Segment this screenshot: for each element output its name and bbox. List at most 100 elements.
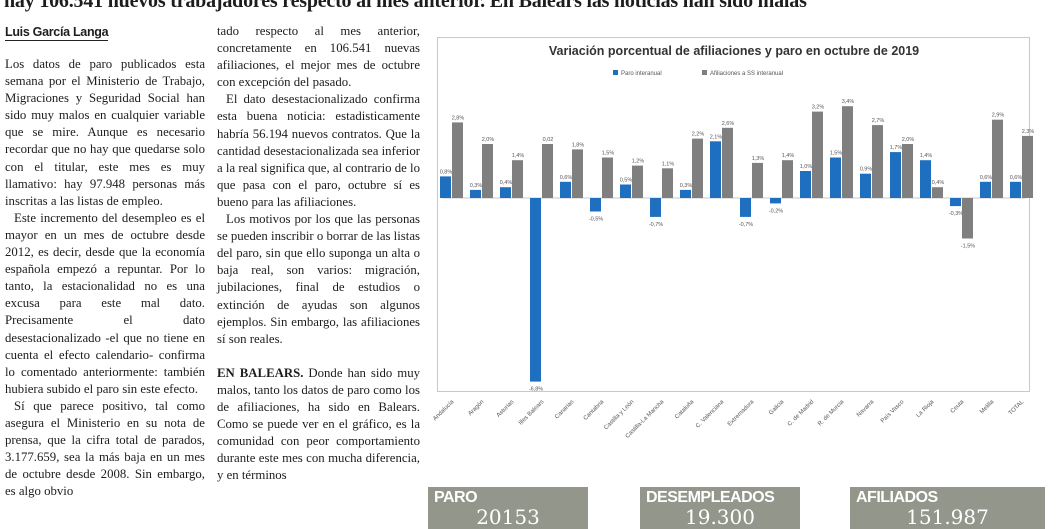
category-label: Castilla y León: [603, 399, 635, 431]
legend-label-paro: Paro interanual: [621, 71, 662, 77]
data-label: 3,2%: [812, 105, 825, 111]
bar-afiliaciones: [602, 157, 613, 198]
paragraph: Este incremento del desempleo es el mayo…: [5, 210, 205, 396]
category-label: País Vasco: [880, 399, 906, 425]
stat-value: 19.300: [685, 505, 755, 529]
bar-paro: [530, 198, 541, 382]
section-lead: EN BALEARS.: [217, 365, 304, 380]
paragraph: El dato desestacionalizado confirma esta…: [217, 92, 420, 209]
data-label: 1,4%: [512, 153, 525, 159]
data-label: 0,8%: [440, 169, 453, 175]
data-label: 0,6%: [1010, 175, 1023, 181]
bar-paro: [590, 198, 601, 212]
chart-title: Variación porcentual de afiliaciones y p…: [549, 44, 919, 58]
category-label: Melilla: [979, 399, 996, 416]
category-label: Aragón: [467, 399, 485, 417]
data-label: 0,02: [543, 137, 554, 143]
category-label: Extremadura: [727, 399, 756, 428]
data-label: 1,2%: [632, 159, 645, 165]
bar-paro: [620, 184, 631, 198]
data-label: 3,4%: [842, 99, 855, 105]
data-label: 0,3%: [680, 183, 693, 189]
bar-afiliaciones: [542, 144, 553, 198]
bar-paro: [500, 187, 511, 198]
headline: hay 106.541 nuevos trabajadores respecto…: [4, 0, 807, 12]
stat-label: DESEMPLEADOS: [646, 489, 775, 506]
data-label: 0,4%: [932, 180, 945, 186]
data-label: 1,4%: [782, 153, 795, 159]
data-label: 1,5%: [830, 151, 843, 157]
bar-afiliaciones: [1022, 135, 1033, 198]
data-label: 2,0%: [482, 137, 495, 143]
bar-afiliaciones: [932, 187, 943, 198]
data-label: -0,7%: [649, 222, 663, 228]
bar-afiliaciones: [842, 106, 853, 198]
category-label: R. de Murcia: [817, 399, 846, 428]
category-label: Cataluña: [674, 399, 696, 421]
bar-paro: [980, 181, 991, 198]
stat-box-paro: PARO 20153: [428, 487, 588, 529]
data-label: 1,5%: [602, 151, 615, 157]
paragraph: Los datos de paro publicados esta semana…: [5, 57, 205, 208]
data-label: 1,8%: [572, 142, 585, 148]
paragraph: tado respecto al mes anterior, concretam…: [217, 24, 420, 90]
legend-swatch-paro: [613, 70, 618, 75]
stat-box-afiliados: AFILIADOS 151.987: [850, 487, 1045, 529]
bar-paro: [800, 171, 811, 198]
bar-afiliaciones: [752, 162, 763, 198]
data-label: 1,4%: [920, 153, 933, 159]
data-label: 2,9%: [992, 113, 1005, 119]
paragraph: Sí que parece positivo, tal como asegura…: [5, 398, 205, 499]
data-label: 2,7%: [872, 118, 885, 124]
bar-afiliaciones: [782, 160, 793, 198]
bar-paro: [890, 152, 901, 198]
category-label: La Rioja: [916, 399, 936, 419]
article-column-2: tado respecto al mes anterior, concretam…: [217, 23, 420, 484]
bar-afiliaciones: [722, 127, 733, 198]
data-label: -1,5%: [961, 244, 975, 250]
stat-box-desempleados: DESEMPLEADOS 19.300: [640, 487, 800, 529]
bar-afiliaciones: [812, 111, 823, 198]
data-label: 1,3%: [752, 156, 765, 162]
bar-paro: [1010, 181, 1021, 198]
legend-swatch-afiliaciones: [702, 70, 707, 75]
category-label: Ceuta: [950, 399, 966, 415]
category-label: Asturias: [496, 399, 516, 419]
bar-paro: [770, 198, 781, 204]
category-label: Canarias: [554, 399, 575, 420]
section-paragraph: EN BALEARS. Donde han sido muy malos, ta…: [217, 365, 420, 485]
bar-afiliaciones: [512, 160, 523, 198]
data-label: 0,4%: [500, 180, 513, 186]
stat-label: AFILIADOS: [856, 489, 938, 506]
data-label: 2,3%: [1022, 129, 1035, 135]
bar-paro: [560, 181, 571, 198]
bar-afiliaciones: [902, 144, 913, 198]
bar-paro: [950, 198, 961, 207]
data-label: 2,2%: [692, 132, 705, 138]
bar-paro: [920, 160, 931, 198]
bar-afiliaciones: [692, 138, 703, 198]
bar-afiliaciones: [662, 168, 673, 198]
category-label: Navarra: [856, 399, 876, 419]
paragraph: Los motivos por los que las personas se …: [217, 212, 420, 346]
data-label: 2,1%: [710, 134, 723, 140]
bar-paro: [740, 198, 751, 217]
byline: Luis García Langa: [5, 25, 109, 41]
category-label: Galicia: [768, 399, 786, 417]
bar-paro: [830, 157, 841, 198]
category-label: Andalucía: [432, 399, 456, 423]
stat-value: 20153: [476, 505, 540, 529]
section-text: Donde han sido muy malos, tanto los dato…: [217, 365, 420, 483]
data-label: 1,0%: [800, 164, 813, 170]
category-label: C. de Madrid: [787, 399, 816, 428]
bar-afiliaciones: [452, 122, 463, 198]
bar-afiliaciones: [992, 119, 1003, 198]
data-label: 2,0%: [902, 137, 915, 143]
stat-value: 151.987: [906, 505, 989, 529]
bar-paro: [710, 141, 721, 198]
data-label: 0,3%: [470, 183, 483, 189]
category-label: Cantabria: [583, 399, 606, 422]
data-label: -0,2%: [769, 208, 783, 214]
bar-afiliaciones: [632, 165, 643, 198]
data-label: -0,7%: [739, 222, 753, 228]
